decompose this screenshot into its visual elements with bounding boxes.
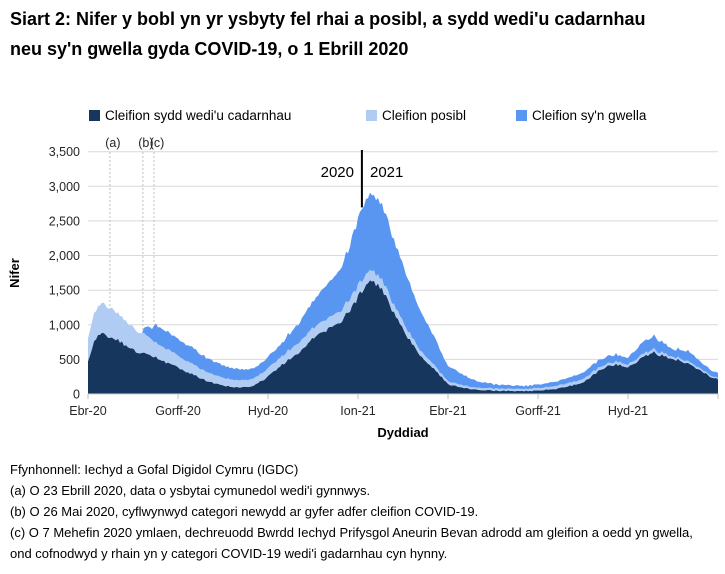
marker-label-(c): (c) <box>150 136 165 150</box>
marker-label-(b): (b) <box>138 136 153 150</box>
legend-label-recovering: Cleifion sy'n gwella <box>532 108 647 123</box>
legend-item-recovering: Cleifion sy'n gwella <box>516 108 646 123</box>
legend-swatch-possible-icon <box>366 110 377 121</box>
y-tick-label: 500 <box>59 353 80 367</box>
y-tick-label: 1,500 <box>49 284 80 298</box>
legend-label-confirmed: Cleifion sydd wedi'u cadarnhau <box>105 108 292 123</box>
x-tick-label: Ebr-20 <box>69 404 107 418</box>
x-tick-label: Ebr-21 <box>429 404 467 418</box>
y-axis-title: Nifer <box>7 258 22 288</box>
x-axis-title: Dyddiad <box>377 425 428 440</box>
y-tick-label: 3,500 <box>49 145 80 159</box>
area-series <box>88 192 718 394</box>
legend-swatch-recovering-icon <box>516 110 527 121</box>
axes: 0 500 1,000 1,500 2,000 2,500 3,000 3,500 Ebr-20… <box>49 145 719 418</box>
x-tick-label: Hyd-20 <box>248 404 288 418</box>
chart-legend: Cleifion sydd wedi'u cadarnhau Cleifion … <box>0 108 725 126</box>
footnote-c: (c) O 7 Mehefin 2020 ymlaen, dechreuodd … <box>10 525 693 561</box>
area-recovering <box>88 192 718 390</box>
footnotes: Ffynhonnell: Iechyd a Gofal Digidol Cymr… <box>10 459 716 564</box>
y-tick-label: 2,000 <box>49 249 80 263</box>
x-tick-label: Hyd-21 <box>608 404 648 418</box>
annotations: (a) (b)(c) <box>105 136 363 332</box>
stacked-area-chart: (a) (b)(c) 0 500 1,000 1,500 2,000 2,500 3,000 3… <box>7 136 719 440</box>
footnote-a: (a) O 23 Ebrill 2020, data o ysbytai cym… <box>10 483 371 498</box>
footnote-b: (b) O 26 Mai 2020, cyflwynwyd categori n… <box>10 504 479 519</box>
x-tick-label: Gorff-20 <box>155 404 201 418</box>
source-note: Ffynhonnell: Iechyd a Gofal Digidol Cymr… <box>10 462 299 477</box>
legend-item-possible: Cleifion posibl <box>366 108 466 123</box>
legend-label-possible: Cleifion posibl <box>382 108 467 123</box>
year-label-2020: 2020 <box>321 164 354 181</box>
y-tick-label: 2,500 <box>49 214 80 228</box>
chart-title: Siart 2: Nifer y bobl yn yr ysbyty fel r… <box>10 9 646 59</box>
legend-swatch-confirmed-icon <box>89 110 100 121</box>
y-tick-label: 1,000 <box>49 318 80 332</box>
y-tick-label: 3,000 <box>49 180 80 194</box>
year-label-2021: 2021 <box>370 164 403 181</box>
y-tick-label: 0 <box>73 388 80 402</box>
marker-label-(a): (a) <box>105 136 120 150</box>
x-tick-label: Gorff-21 <box>515 404 561 418</box>
x-tick-label: Ion-21 <box>340 404 375 418</box>
legend-item-confirmed: Cleifion sydd wedi'u cadarnhau <box>89 108 291 123</box>
area-confirmed <box>88 280 718 394</box>
